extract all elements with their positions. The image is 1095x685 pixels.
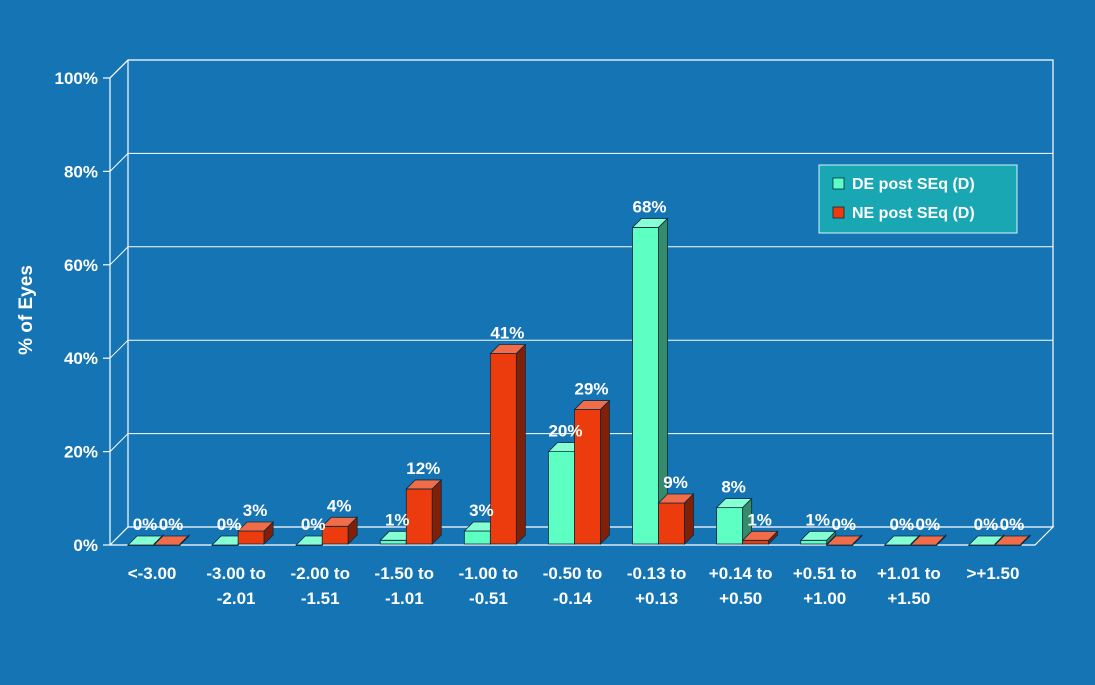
y-axis-title: % of Eyes	[16, 265, 37, 355]
bar-ne-2	[321, 516, 359, 545]
data-label: 68%	[633, 197, 667, 216]
bar-ne-9	[909, 534, 947, 546]
x-tick-label: -1.50 to -1.01	[375, 564, 435, 608]
y-tick-label: 80%	[64, 162, 98, 181]
gridlines	[109, 59, 1053, 452]
floor-outline	[109, 526, 1055, 546]
x-tick-labels: <-3.00 -3.00 to -2.01 -2.00 to -1.51 -1.50 to…	[128, 564, 1020, 608]
data-label: 0%	[831, 515, 856, 534]
gridline	[109, 433, 1053, 452]
data-label: 0%	[1000, 515, 1025, 534]
bar-de-6	[631, 217, 669, 545]
legend-label: NE post SEq (D)	[852, 205, 975, 222]
data-label: 0%	[301, 515, 326, 534]
y-tick-label: 100%	[55, 69, 98, 88]
bar-ne-5	[573, 399, 611, 545]
bar-de-8	[799, 530, 837, 545]
x-tick-label: <-3.00	[128, 564, 177, 583]
x-tick-label: >+1.50	[966, 564, 1019, 583]
data-label: 29%	[574, 380, 608, 399]
x-tick-label: -3.00 to -2.01	[206, 564, 266, 608]
y-tick-label: 40%	[64, 349, 98, 368]
bar-ne-4	[489, 343, 527, 545]
gridline	[109, 246, 1053, 266]
x-tick-label: -0.13 to +0.13	[627, 564, 687, 608]
data-label: 0%	[133, 515, 158, 534]
data-label: 12%	[406, 459, 440, 478]
data-label: 1%	[385, 510, 410, 529]
gridline	[109, 59, 1053, 79]
y-tick-label: 20%	[64, 443, 98, 462]
bars	[127, 217, 1031, 546]
bar-ne-7	[741, 530, 779, 545]
data-label: 0%	[159, 515, 184, 534]
data-label: 41%	[490, 324, 524, 343]
data-label: 3%	[469, 501, 494, 520]
data-label: 0%	[217, 515, 242, 534]
data-label: 1%	[747, 510, 772, 529]
y-tick-labels: 0% 20% 40% 60% 80% 100%	[55, 69, 110, 555]
gridline	[109, 152, 1053, 172]
legend-box	[818, 164, 1018, 234]
bar-ne-3	[405, 478, 443, 545]
data-label: 9%	[663, 473, 688, 492]
bar-ne-6	[657, 493, 695, 545]
legend: DE post SEq (D) NE post SEq (D)	[818, 164, 1018, 234]
data-label: 0%	[974, 515, 999, 534]
x-tick-label: -0.50 to -0.14	[543, 564, 603, 608]
legend-swatch	[832, 177, 845, 190]
bar-ne-8	[825, 534, 863, 546]
legend-swatch	[832, 206, 845, 219]
y-tick-label: 60%	[64, 256, 98, 275]
data-label: 0%	[916, 515, 941, 534]
gridline	[109, 339, 1053, 359]
bar-ne-0	[153, 534, 190, 546]
data-label: 8%	[721, 478, 746, 497]
data-label: 1%	[805, 510, 830, 529]
x-tick-label: -2.00 to -1.51	[290, 564, 350, 608]
x-tick-label: +0.51 to +1.00	[793, 564, 857, 608]
data-label: 3%	[243, 501, 268, 520]
bar-ne-1	[237, 521, 275, 545]
bar-ne-10	[993, 534, 1031, 546]
x-tick-label: +0.14 to +0.50	[709, 564, 773, 608]
data-label: 20%	[548, 422, 582, 441]
y-tick-label: 0%	[73, 536, 98, 555]
x-tick-label: +1.01 to +1.50	[877, 564, 941, 608]
data-label: 0%	[890, 515, 915, 534]
legend-label: DE post SEq (D)	[852, 176, 975, 193]
x-tick-label: -1.00 to -0.51	[459, 564, 519, 608]
data-label: 4%	[327, 496, 352, 515]
data-labels: 0% 0% 0% 1% 3%20%68%8%1% 0% 0%0%3% 4%12%41%29%9…	[133, 197, 1024, 534]
bar-de-7	[715, 497, 753, 545]
